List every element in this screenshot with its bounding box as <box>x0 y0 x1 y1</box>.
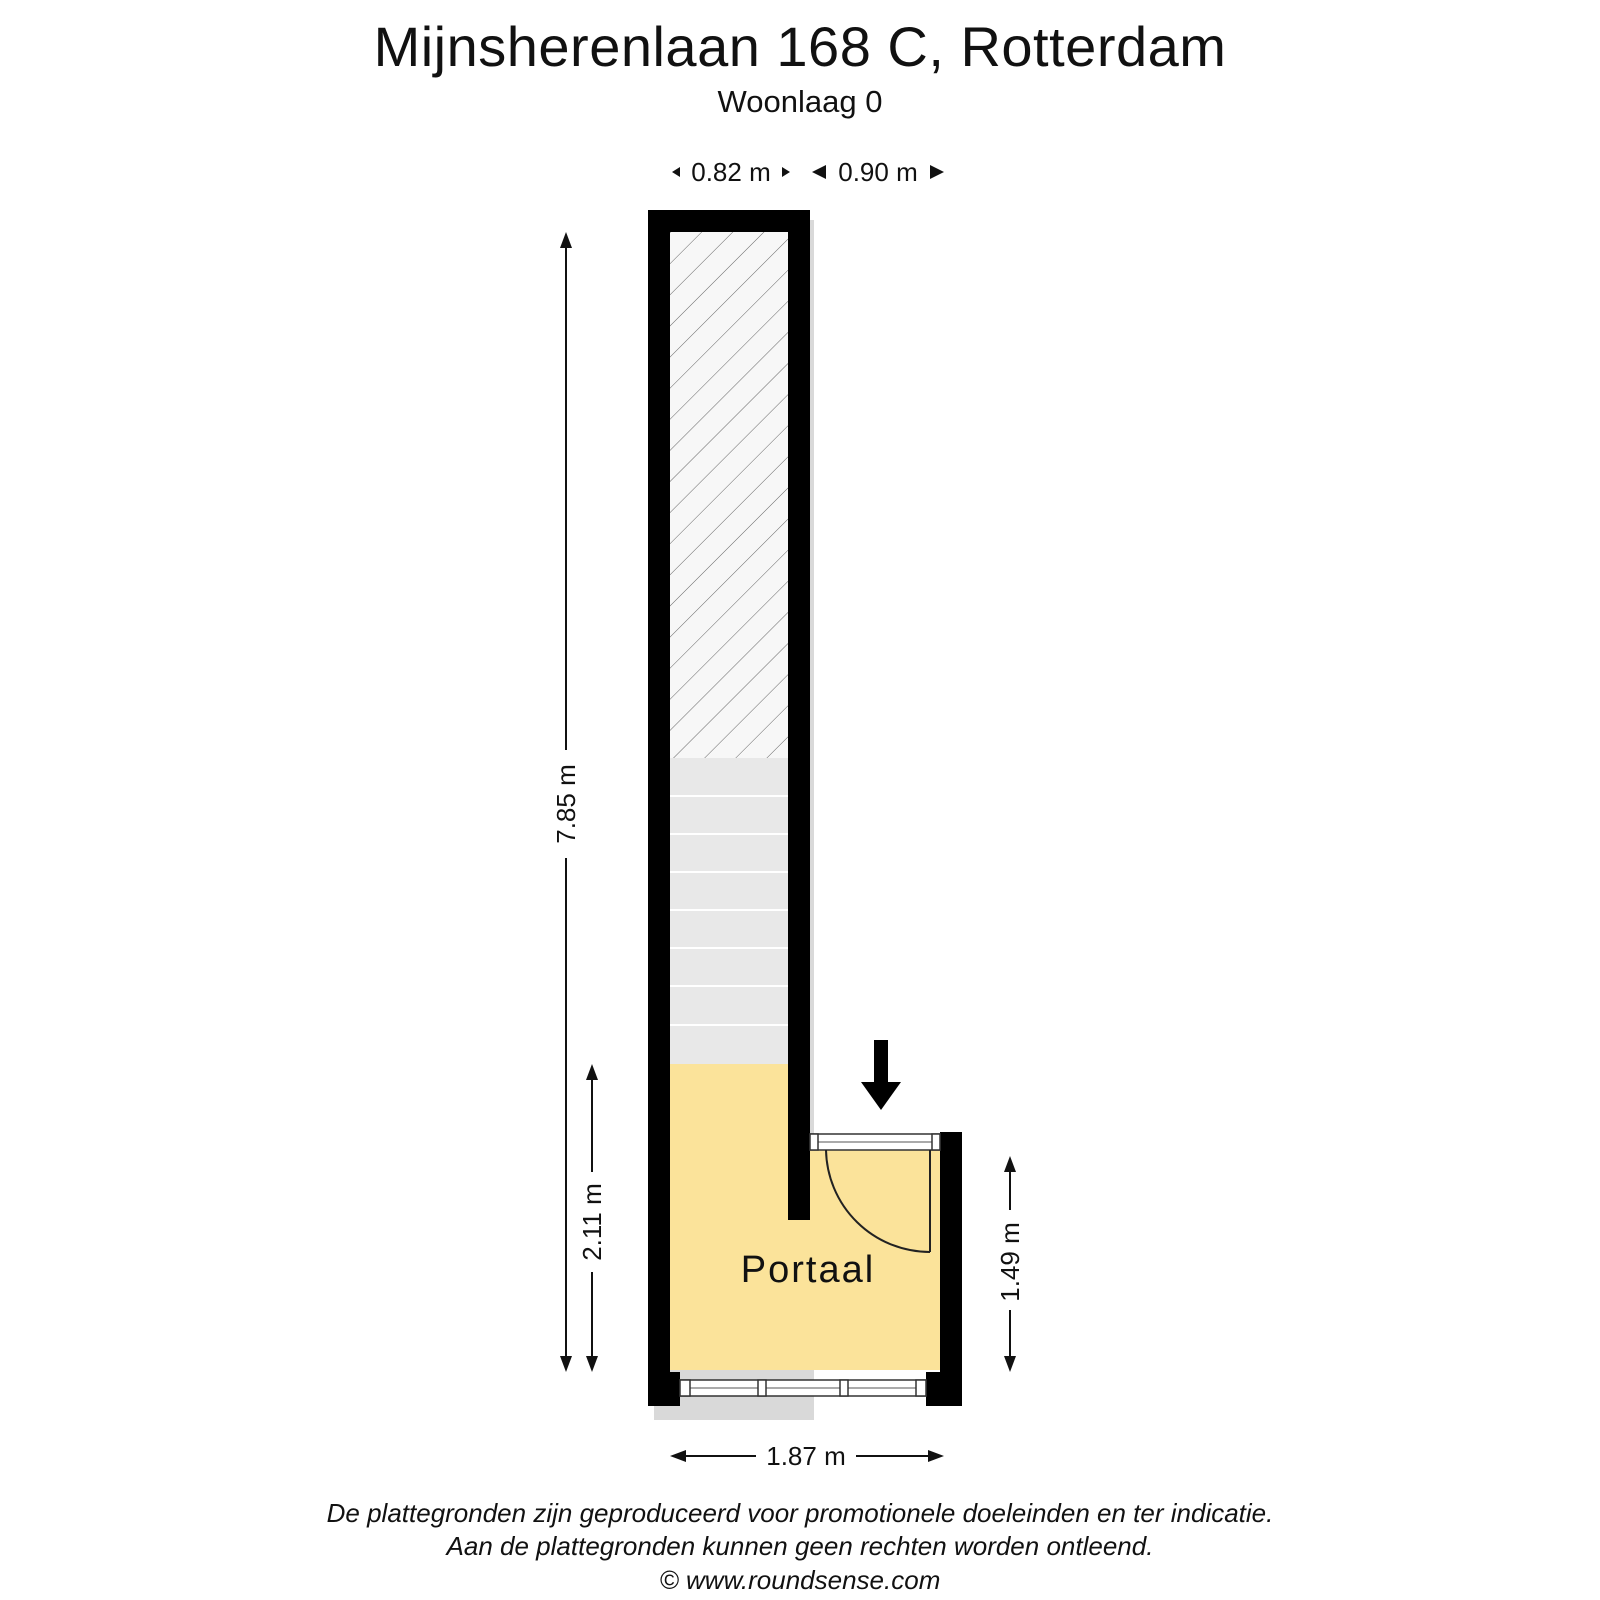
window-bottom <box>679 1379 927 1397</box>
portaal-room <box>670 1064 940 1370</box>
dimension-top-left-label: 0.82 m <box>691 157 771 187</box>
down-arrow-icon <box>861 1040 901 1110</box>
entrance-door-frame <box>809 1133 941 1151</box>
dimension-left-total-label: 7.85 m <box>551 764 581 844</box>
dimension-left-total: 7.85 m <box>551 232 581 1372</box>
dimension-top-left: 0.82 m <box>672 157 790 187</box>
dimension-left-portaal-label: 2.11 m <box>577 1183 607 1261</box>
dimension-top-right: 0.90 m <box>812 157 944 187</box>
stair-void <box>670 232 788 758</box>
staircase <box>670 758 788 1064</box>
copyright-line: © www.roundsense.com <box>659 1565 941 1595</box>
dimension-bottom-label: 1.87 m <box>766 1441 846 1471</box>
door-swing <box>825 1149 931 1253</box>
walls <box>648 210 962 1406</box>
disclaimer-line-2: Aan de plattegronden kunnen geen rechten… <box>446 1531 1154 1561</box>
room-label-portaal: Portaal <box>741 1249 875 1291</box>
page-title: Mijnsherenlaan 168 C, Rotterdam <box>373 15 1227 78</box>
floor-subtitle: Woonlaag 0 <box>717 84 883 119</box>
dimension-bottom: 1.87 m <box>670 1441 944 1471</box>
dimension-left-portaal: 2.11 m <box>577 1064 607 1372</box>
disclaimer-line-1: De plattegronden zijn geproduceerd voor … <box>326 1498 1274 1528</box>
dimension-right-portaal: 1.49 m <box>995 1156 1025 1372</box>
dimension-right-portaal-label: 1.49 m <box>995 1222 1025 1302</box>
dimension-top-right-label: 0.90 m <box>838 157 918 187</box>
